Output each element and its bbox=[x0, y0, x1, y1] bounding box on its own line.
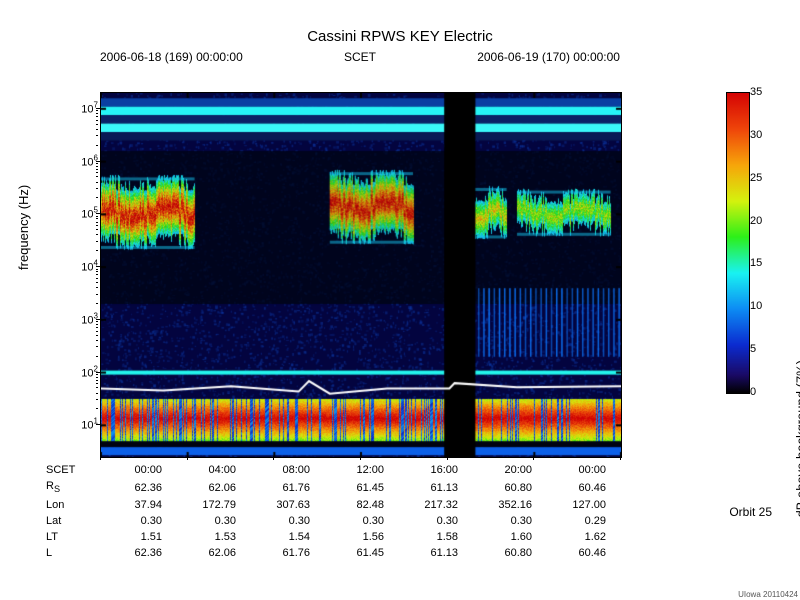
y-axis-label: frequency (Hz) bbox=[16, 185, 31, 270]
eph-cell: 0.30 bbox=[240, 513, 314, 529]
chart-subtitle: 2006-06-18 (169) 00:00:00 SCET 2006-06-1… bbox=[100, 50, 620, 64]
eph-row-header: Lat bbox=[42, 513, 92, 529]
eph-cell: 62.36 bbox=[92, 478, 166, 497]
chart-title: Cassini RPWS KEY Electric bbox=[180, 28, 620, 45]
eph-cell: 00:00 bbox=[92, 462, 166, 478]
eph-cell: 1.54 bbox=[240, 529, 314, 545]
y-tick: 107 bbox=[60, 100, 98, 115]
colorbar-tick: 25 bbox=[750, 172, 762, 184]
eph-row-header: Lon bbox=[42, 497, 92, 513]
colorbar-tick: 5 bbox=[750, 343, 756, 355]
y-tick: 102 bbox=[60, 364, 98, 379]
eph-row-header: LT bbox=[42, 529, 92, 545]
eph-cell: 0.29 bbox=[536, 513, 610, 529]
eph-cell: 16:00 bbox=[388, 462, 462, 478]
eph-cell: 0.30 bbox=[92, 513, 166, 529]
colorbar-tick: 20 bbox=[750, 215, 762, 227]
colorbar-label: dB above background (7%) bbox=[794, 360, 800, 518]
eph-cell: 1.51 bbox=[92, 529, 166, 545]
orbit-label: Orbit 25 bbox=[729, 505, 772, 519]
subtitle-mid: SCET bbox=[344, 50, 376, 64]
eph-cell: 217.32 bbox=[388, 497, 462, 513]
eph-cell: 37.94 bbox=[92, 497, 166, 513]
y-tick: 106 bbox=[60, 153, 98, 168]
subtitle-left: 2006-06-18 (169) 00:00:00 bbox=[100, 50, 243, 64]
colorbar-tick: 10 bbox=[750, 300, 762, 312]
eph-cell: 61.76 bbox=[240, 545, 314, 561]
y-tick: 104 bbox=[60, 259, 98, 274]
eph-row-header: L bbox=[42, 545, 92, 561]
eph-cell: 0.30 bbox=[388, 513, 462, 529]
eph-row-header: RS bbox=[42, 478, 92, 497]
colorbar-tick: 0 bbox=[750, 386, 756, 398]
eph-cell: 1.60 bbox=[462, 529, 536, 545]
subtitle-right: 2006-06-19 (170) 00:00:00 bbox=[477, 50, 620, 64]
colorbar-tick: 15 bbox=[750, 257, 762, 269]
colorbar-ticks: 05101520253035 bbox=[750, 92, 770, 392]
eph-cell: 20:00 bbox=[462, 462, 536, 478]
eph-cell: 62.06 bbox=[166, 478, 240, 497]
eph-cell: 60.46 bbox=[536, 478, 610, 497]
eph-cell: 12:00 bbox=[314, 462, 388, 478]
eph-cell: 352.16 bbox=[462, 497, 536, 513]
y-axis-ticks: 101 102 103 104 105 106 107 bbox=[60, 92, 98, 456]
eph-cell: 00:00 bbox=[536, 462, 610, 478]
eph-cell: 0.30 bbox=[166, 513, 240, 529]
eph-cell: 60.46 bbox=[536, 545, 610, 561]
colorbar bbox=[726, 92, 750, 394]
eph-cell: 61.45 bbox=[314, 545, 388, 561]
eph-cell: 60.80 bbox=[462, 478, 536, 497]
eph-cell: 61.13 bbox=[388, 545, 462, 561]
eph-cell: 62.36 bbox=[92, 545, 166, 561]
eph-cell: 04:00 bbox=[166, 462, 240, 478]
colorbar-tick: 30 bbox=[750, 129, 762, 141]
eph-cell: 1.53 bbox=[166, 529, 240, 545]
eph-cell: 62.06 bbox=[166, 545, 240, 561]
eph-cell: 127.00 bbox=[536, 497, 610, 513]
y-tick: 105 bbox=[60, 206, 98, 221]
eph-cell: 61.13 bbox=[388, 478, 462, 497]
eph-cell: 1.56 bbox=[314, 529, 388, 545]
credit-label: UIowa 20110424 bbox=[738, 590, 798, 599]
eph-cell: 61.45 bbox=[314, 478, 388, 497]
eph-cell: 1.62 bbox=[536, 529, 610, 545]
eph-cell: 307.63 bbox=[240, 497, 314, 513]
ephemeris-table: SCET00:0004:0008:0012:0016:0020:0000:00R… bbox=[42, 462, 610, 561]
eph-cell: 60.80 bbox=[462, 545, 536, 561]
eph-row-header: SCET bbox=[42, 462, 92, 478]
y-tick: 103 bbox=[60, 312, 98, 327]
eph-cell: 08:00 bbox=[240, 462, 314, 478]
colorbar-tick: 35 bbox=[750, 86, 762, 98]
eph-cell: 0.30 bbox=[314, 513, 388, 529]
eph-cell: 172.79 bbox=[166, 497, 240, 513]
y-tick: 101 bbox=[60, 417, 98, 432]
eph-cell: 1.58 bbox=[388, 529, 462, 545]
eph-cell: 0.30 bbox=[462, 513, 536, 529]
spectrogram-plot bbox=[100, 92, 622, 458]
eph-cell: 82.48 bbox=[314, 497, 388, 513]
eph-cell: 61.76 bbox=[240, 478, 314, 497]
